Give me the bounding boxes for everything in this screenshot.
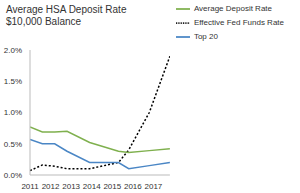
html-text:$10,000 Balance: $10,000 Balance — [6, 16, 82, 27]
svg-text:2012: 2012 — [42, 182, 60, 191]
svg-text:0.5%: 0.5% — [8, 140, 22, 149]
svg-text:2016: 2016 — [124, 182, 142, 191]
svg-text:2.0%: 2.0% — [8, 46, 22, 55]
svg-text:2017: 2017 — [145, 182, 163, 191]
html-text:Top 20: Top 20 — [193, 32, 218, 42]
svg-text:2014: 2014 — [83, 182, 101, 191]
html-text:Average HSA Deposit Rate: Average HSA Deposit Rate — [6, 4, 127, 15]
svg-text:1.0%: 1.0% — [8, 108, 22, 117]
svg-text:1.5%: 1.5% — [8, 77, 22, 86]
svg-text:2015: 2015 — [103, 182, 121, 191]
html-text:Effective Fed Funds Rate: Effective Fed Funds Rate — [193, 18, 284, 28]
svg-text:0.0%: 0.0% — [8, 171, 22, 180]
svg-text:2013: 2013 — [62, 182, 80, 191]
html-text:Average Deposit Rate: Average Deposit Rate — [193, 4, 272, 14]
svg-text:2011: 2011 — [21, 182, 39, 191]
